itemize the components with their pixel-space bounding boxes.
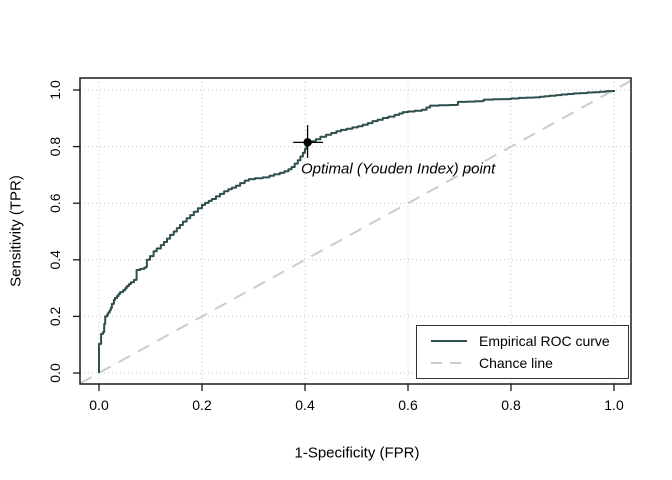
optimal-point-annotation: Optimal (Youden Index) point (301, 160, 496, 178)
y-tick-label: 1.0 (47, 80, 63, 100)
x-tick-label: 0.2 (192, 397, 212, 413)
chance-line (79, 79, 632, 385)
x-tick-label: 0.4 (295, 397, 315, 413)
optimal-point-marker (303, 138, 312, 147)
y-tick-label: 0.4 (47, 250, 63, 270)
legend-label-chance: Chance line (479, 355, 553, 371)
legend-item-chance: Chance line (431, 354, 628, 372)
x-tick-label: 0.8 (501, 397, 521, 413)
legend-item-roc: Empirical ROC curve (431, 332, 628, 350)
y-tick-label: 0.8 (47, 137, 63, 157)
roc-line-sample-icon (431, 340, 467, 342)
legend-label-roc: Empirical ROC curve (479, 333, 610, 349)
roc-curve (98, 90, 615, 373)
legend: Empirical ROC curve Chance line (416, 325, 629, 379)
x-tick-label: 0.0 (89, 397, 109, 413)
x-tick-label: 0.6 (398, 397, 418, 413)
y-tick-label: 0.2 (47, 306, 63, 326)
x-tick-label: 1.0 (604, 397, 624, 413)
x-axis-label: 1-Specificity (FPR) (294, 444, 420, 462)
y-axis-label: Sensitivity (TPR) (7, 175, 25, 287)
chance-line-sample-icon (431, 362, 467, 364)
y-tick-label: 0.0 (47, 363, 63, 383)
plot-frame (79, 77, 632, 385)
y-tick-label: 0.6 (47, 193, 63, 213)
